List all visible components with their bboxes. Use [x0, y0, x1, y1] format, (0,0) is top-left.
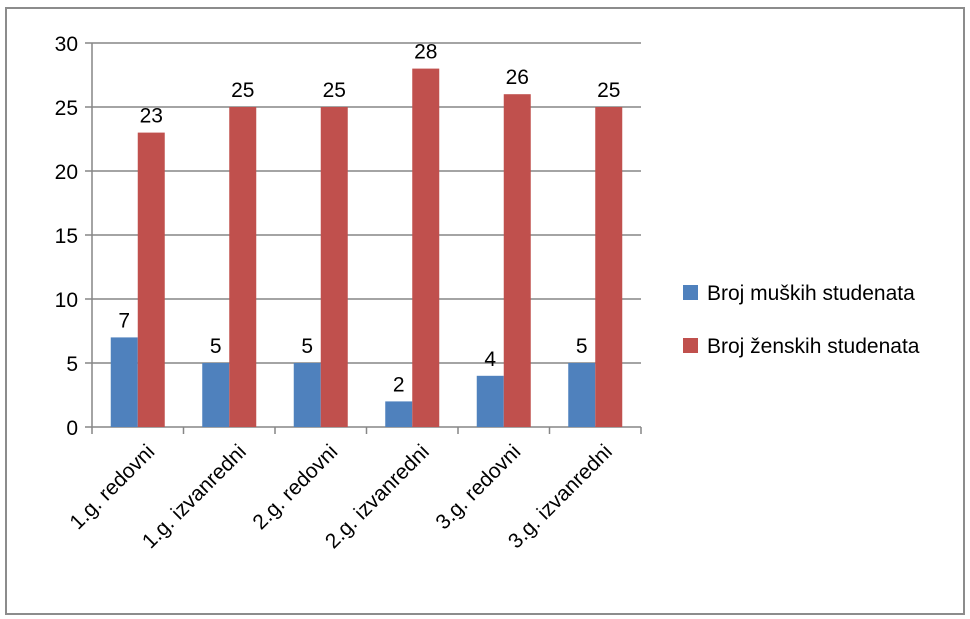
- y-tick-label: 5: [66, 353, 78, 376]
- bar-female: [595, 107, 623, 427]
- bar-male: [110, 337, 138, 427]
- gridlines: [92, 42, 641, 364]
- data-labels: 7 23 5 25 5 25 2 28 4 26 5 25: [118, 41, 620, 397]
- y-tick-label: 20: [55, 161, 78, 184]
- bar-male: [385, 401, 413, 427]
- y-tick-label: 15: [55, 225, 78, 248]
- x-category-label: 1.g. redovni: [65, 440, 159, 534]
- legend-swatch: [683, 338, 698, 353]
- legend-label: Broj muških studenata: [707, 282, 915, 305]
- data-label-male: 5: [301, 335, 313, 358]
- y-tick-label: 0: [66, 417, 78, 440]
- x-category-label: 3.g. redovni: [431, 440, 525, 534]
- data-label-female: 25: [323, 79, 346, 102]
- chart-frame: [5, 7, 965, 615]
- data-label-female: 26: [506, 66, 529, 89]
- bar-female: [137, 132, 165, 427]
- legend-swatch: [683, 285, 698, 300]
- bars: [110, 68, 623, 427]
- data-label-female: 25: [231, 79, 254, 102]
- bar-female: [412, 68, 440, 427]
- data-label-male: 2: [393, 373, 405, 396]
- data-label-male: 4: [484, 348, 496, 371]
- x-category-label: 2.g. redovni: [248, 440, 342, 534]
- data-label-female: 28: [414, 41, 437, 64]
- bar-male: [202, 363, 230, 427]
- bar-female: [320, 107, 348, 427]
- legend: Broj muških studenata Broj ženskih studen…: [683, 282, 920, 358]
- bar-male: [476, 375, 504, 427]
- legend-label: Broj ženskih studenata: [707, 335, 920, 358]
- data-label-male: 5: [576, 335, 588, 358]
- data-label-male: 7: [118, 309, 130, 332]
- bar-female: [229, 107, 257, 427]
- data-label-male: 5: [210, 335, 222, 358]
- y-tick-label: 10: [55, 289, 78, 312]
- bar-female: [503, 94, 531, 427]
- y-tick-label: 30: [55, 33, 78, 56]
- bar-male: [568, 363, 596, 427]
- bar-male: [293, 363, 321, 427]
- y-tick-label: 25: [55, 97, 78, 120]
- data-label-female: 23: [140, 105, 163, 128]
- data-label-female: 25: [597, 79, 620, 102]
